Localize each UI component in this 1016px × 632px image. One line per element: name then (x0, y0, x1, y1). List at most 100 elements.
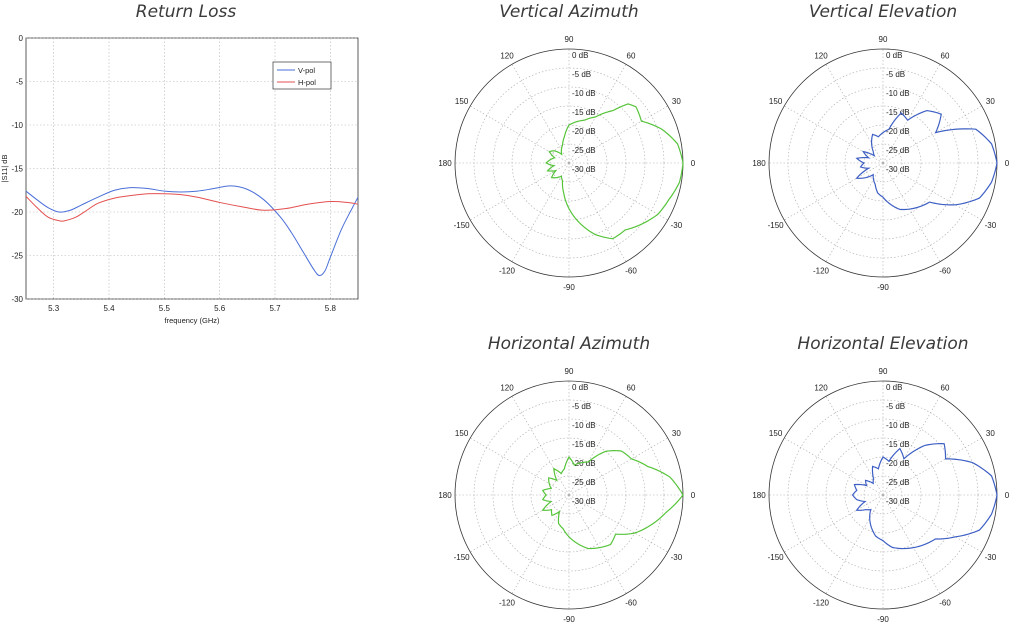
polar-angle-label: 0 (1005, 159, 1010, 168)
y-tick-label: -5 (16, 78, 24, 87)
polar-angle-label: 150 (769, 97, 783, 106)
polar-spoke (568, 396, 627, 496)
polar-ring-label: -30 dB (572, 497, 596, 506)
polar-angle-label: -120 (499, 598, 516, 607)
polar-pattern-trace (851, 443, 998, 550)
polar-spoke (568, 494, 668, 553)
polar-ring-label: -20 dB (572, 127, 596, 136)
polar-spoke (568, 494, 627, 594)
polar-ring-label: -5 dB (572, 70, 591, 79)
polar-spoke (882, 396, 941, 496)
polar-angle-label: 90 (879, 35, 888, 44)
polar-angle-label: -60 (939, 266, 951, 275)
x-tick-label: 5.6 (214, 304, 226, 313)
polar-angle-label: -150 (768, 553, 785, 562)
polar-angle-label: 150 (769, 429, 783, 438)
polar-ring-label: -25 dB (886, 478, 910, 487)
x-tick-label: 5.3 (48, 304, 60, 313)
polar-angle-label: 0 (1005, 491, 1010, 500)
polar-angle-label: 90 (565, 367, 574, 376)
polar-ring-label: -25 dB (886, 146, 910, 155)
legend-box (272, 61, 332, 90)
polar-spoke (882, 105, 982, 164)
polar-ring-label: 0 dB (572, 51, 588, 60)
polar-angle-label: -90 (877, 615, 889, 624)
polar-angle-label: 60 (941, 52, 950, 61)
title-horizontal-azimuth: Horizontal Azimuth (487, 334, 651, 354)
polar-ring (806, 418, 960, 572)
polar-angle-label: 90 (879, 367, 888, 376)
polar-ring (806, 86, 960, 240)
y-tick-label: 0 (19, 34, 24, 43)
polar-ring-label: -20 dB (886, 127, 910, 136)
polar-angle-label: -150 (454, 221, 471, 230)
polar-spoke (470, 162, 570, 221)
polar-angle-label: -120 (499, 266, 516, 275)
polar-angle-label: -120 (813, 598, 830, 607)
polar-spoke (825, 64, 884, 164)
polar-ring-label: -5 dB (886, 70, 905, 79)
polar-spoke (568, 64, 627, 164)
polar-angle-label: -60 (625, 598, 637, 607)
polar-angle-label: 60 (941, 384, 950, 393)
polar-spoke (568, 437, 668, 496)
title-vertical-elevation: Vertical Elevation (808, 2, 958, 22)
polar-angle-label: 120 (814, 384, 828, 393)
title-return-loss: Return Loss (135, 2, 237, 22)
polar-ring-label: -10 dB (572, 89, 596, 98)
polar-angle-label: 30 (986, 429, 995, 438)
polar-spoke (470, 105, 570, 164)
polar-angle-label: 120 (500, 52, 514, 61)
polar-angle-label: 180 (752, 491, 766, 500)
polar-ring-label: -30 dB (886, 497, 910, 506)
polar-ring-label: -25 dB (572, 478, 596, 487)
y-tick-label: -10 (11, 121, 23, 130)
polar-spoke (825, 494, 884, 594)
polar-ring-label: -15 dB (886, 108, 910, 117)
polar-angle-label: 180 (752, 159, 766, 168)
polar-angle-label: 0 (691, 159, 696, 168)
polar-spoke (511, 162, 570, 262)
polar-ring-label: -15 dB (572, 440, 596, 449)
polar-spoke (784, 162, 884, 221)
polar-ring-label: 0 dB (886, 51, 902, 60)
series-line-h-pol (25, 193, 359, 222)
polar-angle-label: 150 (455, 97, 469, 106)
polar-spoke (511, 64, 570, 164)
polar-ring (492, 86, 646, 240)
polar-ring-label: -10 dB (886, 89, 910, 98)
polar-pattern-trace (541, 450, 684, 550)
polar-ring-label: -20 dB (886, 459, 910, 468)
polar-angle-label: -90 (877, 283, 889, 292)
polar-angle-label: -150 (454, 553, 471, 562)
polar-angle-label: -30 (985, 553, 997, 562)
polar-spoke (882, 162, 982, 221)
x-tick-label: 5.4 (103, 304, 115, 313)
polar-angle-label: 120 (500, 384, 514, 393)
title-horizontal-elevation: Horizontal Elevation (797, 334, 969, 354)
polar-angle-label: 180 (438, 159, 452, 168)
legend-label-v-pol: V-pol (298, 66, 315, 75)
polar-ring-label: -20 dB (572, 459, 596, 468)
polar-ring (492, 418, 646, 572)
polar-spoke (882, 494, 941, 594)
polar-angle-label: 120 (814, 52, 828, 61)
polar-angle-label: -60 (939, 598, 951, 607)
polar-ring-label: -5 dB (572, 402, 591, 411)
polar-ring-label: 0 dB (886, 383, 902, 392)
polar-angle-label: -30 (985, 221, 997, 230)
polar-angle-label: -90 (563, 615, 575, 624)
y-tick-label: -25 (11, 252, 23, 261)
x-axis-label: frequency (GHz) (164, 316, 220, 325)
x-tick-label: 5.5 (159, 304, 171, 313)
polar-ring-label: -30 dB (886, 165, 910, 174)
polar-angle-label: 90 (565, 35, 574, 44)
polar-angle-label: 180 (438, 491, 452, 500)
polar-angle-label: -90 (563, 283, 575, 292)
x-tick-label: 5.7 (269, 304, 281, 313)
y-tick-label: -20 (11, 208, 23, 217)
polar-spoke (882, 64, 941, 164)
polar-spoke (470, 494, 570, 553)
polar-angle-label: -30 (671, 221, 683, 230)
polar-spoke (882, 162, 941, 262)
